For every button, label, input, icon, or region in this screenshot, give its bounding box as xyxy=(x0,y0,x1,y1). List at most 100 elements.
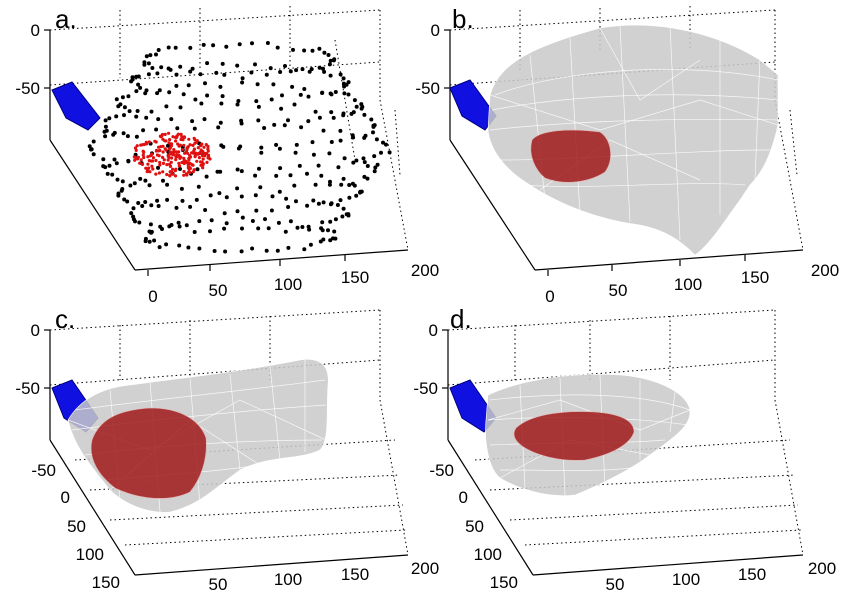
surface-point xyxy=(184,223,189,228)
panel-c-z-tick: 0 xyxy=(31,321,40,340)
surface-point xyxy=(166,143,170,148)
tumor-point xyxy=(142,155,146,160)
surface-point xyxy=(190,119,195,124)
panel-c-x-tick: 100 xyxy=(274,570,302,589)
panel-d-label: d. xyxy=(450,304,472,334)
surface-point xyxy=(358,189,363,194)
surface-point xyxy=(295,225,300,230)
panel-b-tumor xyxy=(530,129,611,183)
surface-point xyxy=(342,156,347,161)
tumor-point xyxy=(193,152,197,156)
surface-point xyxy=(177,243,182,248)
tumor-point xyxy=(191,163,195,167)
panel-d-z-tick: 0 xyxy=(429,321,438,340)
tumor-point xyxy=(205,160,209,164)
tumor-point xyxy=(188,166,192,170)
surface-point xyxy=(218,120,223,125)
surface-point xyxy=(320,228,325,233)
tumor-point xyxy=(193,155,197,159)
tumor-point xyxy=(165,163,169,167)
surface-point xyxy=(134,89,139,94)
surface-point xyxy=(143,91,148,96)
surface-point xyxy=(271,82,276,87)
surface-point xyxy=(147,183,152,188)
surface-point xyxy=(331,236,335,241)
tumor-point xyxy=(180,160,184,165)
surface-point xyxy=(255,82,260,87)
surface-point xyxy=(362,174,367,179)
surface-point xyxy=(346,80,351,85)
tumor-point xyxy=(167,147,172,151)
surface-point xyxy=(294,199,298,204)
tumor-point xyxy=(187,137,191,141)
surface-point xyxy=(235,186,240,191)
tumor-point xyxy=(146,155,150,159)
surface-point xyxy=(181,92,186,97)
tumor-point xyxy=(197,156,201,160)
surface-point xyxy=(128,183,133,188)
panel-d-tumor xyxy=(513,411,635,461)
surface-point xyxy=(175,126,180,131)
tumor-point xyxy=(191,143,195,147)
surface-point xyxy=(259,145,264,150)
surface-point xyxy=(300,225,305,229)
surface-point xyxy=(144,115,149,120)
tumor-point xyxy=(139,158,143,162)
surface-point xyxy=(136,201,141,205)
surface-point xyxy=(354,193,359,198)
tumor-point xyxy=(206,144,210,149)
surface-point xyxy=(131,214,136,219)
surface-point xyxy=(217,191,222,196)
tumor-point xyxy=(132,155,136,159)
surface-point xyxy=(347,183,352,187)
surface-point xyxy=(235,63,240,68)
panel-c-y-tick: -50 xyxy=(31,461,56,480)
surface-point xyxy=(236,146,241,151)
surface-point xyxy=(178,105,183,110)
tumor-point xyxy=(162,158,166,162)
panel-c-label: c. xyxy=(55,304,75,334)
tumor-point xyxy=(182,156,186,160)
tumor-point xyxy=(157,154,161,158)
panel-c-axes xyxy=(44,329,409,576)
panel-d: d. 0 -50 -50 0 50 100 150 50 100 150 200 xyxy=(413,304,836,594)
panel-d-y-tick: -50 xyxy=(429,461,454,480)
tumor-point xyxy=(133,158,137,162)
panel-a-label: a. xyxy=(55,4,77,34)
panel-c-z-tick: -50 xyxy=(15,379,40,398)
tumor-point xyxy=(150,164,154,168)
surface-point xyxy=(254,208,259,213)
surface-point xyxy=(282,123,287,128)
tumor-point xyxy=(133,146,138,150)
panel-b-x-tick: 150 xyxy=(741,268,769,287)
tumor-point xyxy=(148,170,152,174)
surface-point xyxy=(374,137,379,142)
surface-point xyxy=(120,187,125,191)
panel-a-x-tick: 150 xyxy=(341,268,369,287)
panel-b-label: b. xyxy=(452,4,474,34)
tumor-point xyxy=(136,155,140,159)
surface-point xyxy=(143,236,148,241)
surface-point xyxy=(269,97,274,102)
surface-point xyxy=(203,81,207,86)
surface-point xyxy=(371,123,376,128)
surface-point xyxy=(205,61,210,66)
tumor-point xyxy=(154,172,158,176)
surface-point xyxy=(216,125,221,130)
surface-point xyxy=(149,203,154,208)
surface-point xyxy=(313,109,318,114)
tumor-point xyxy=(161,150,165,154)
surface-point xyxy=(224,44,229,49)
surface-point xyxy=(177,224,182,229)
tumor-point xyxy=(200,160,204,164)
surface-point xyxy=(381,140,385,145)
surface-point xyxy=(329,110,334,115)
surface-point xyxy=(278,70,283,74)
surface-point xyxy=(198,72,203,77)
surface-point xyxy=(272,122,277,127)
surface-point xyxy=(288,173,293,178)
surface-point xyxy=(194,197,199,202)
surface-point xyxy=(286,118,290,123)
surface-point xyxy=(250,41,254,46)
surface-point xyxy=(131,206,136,211)
